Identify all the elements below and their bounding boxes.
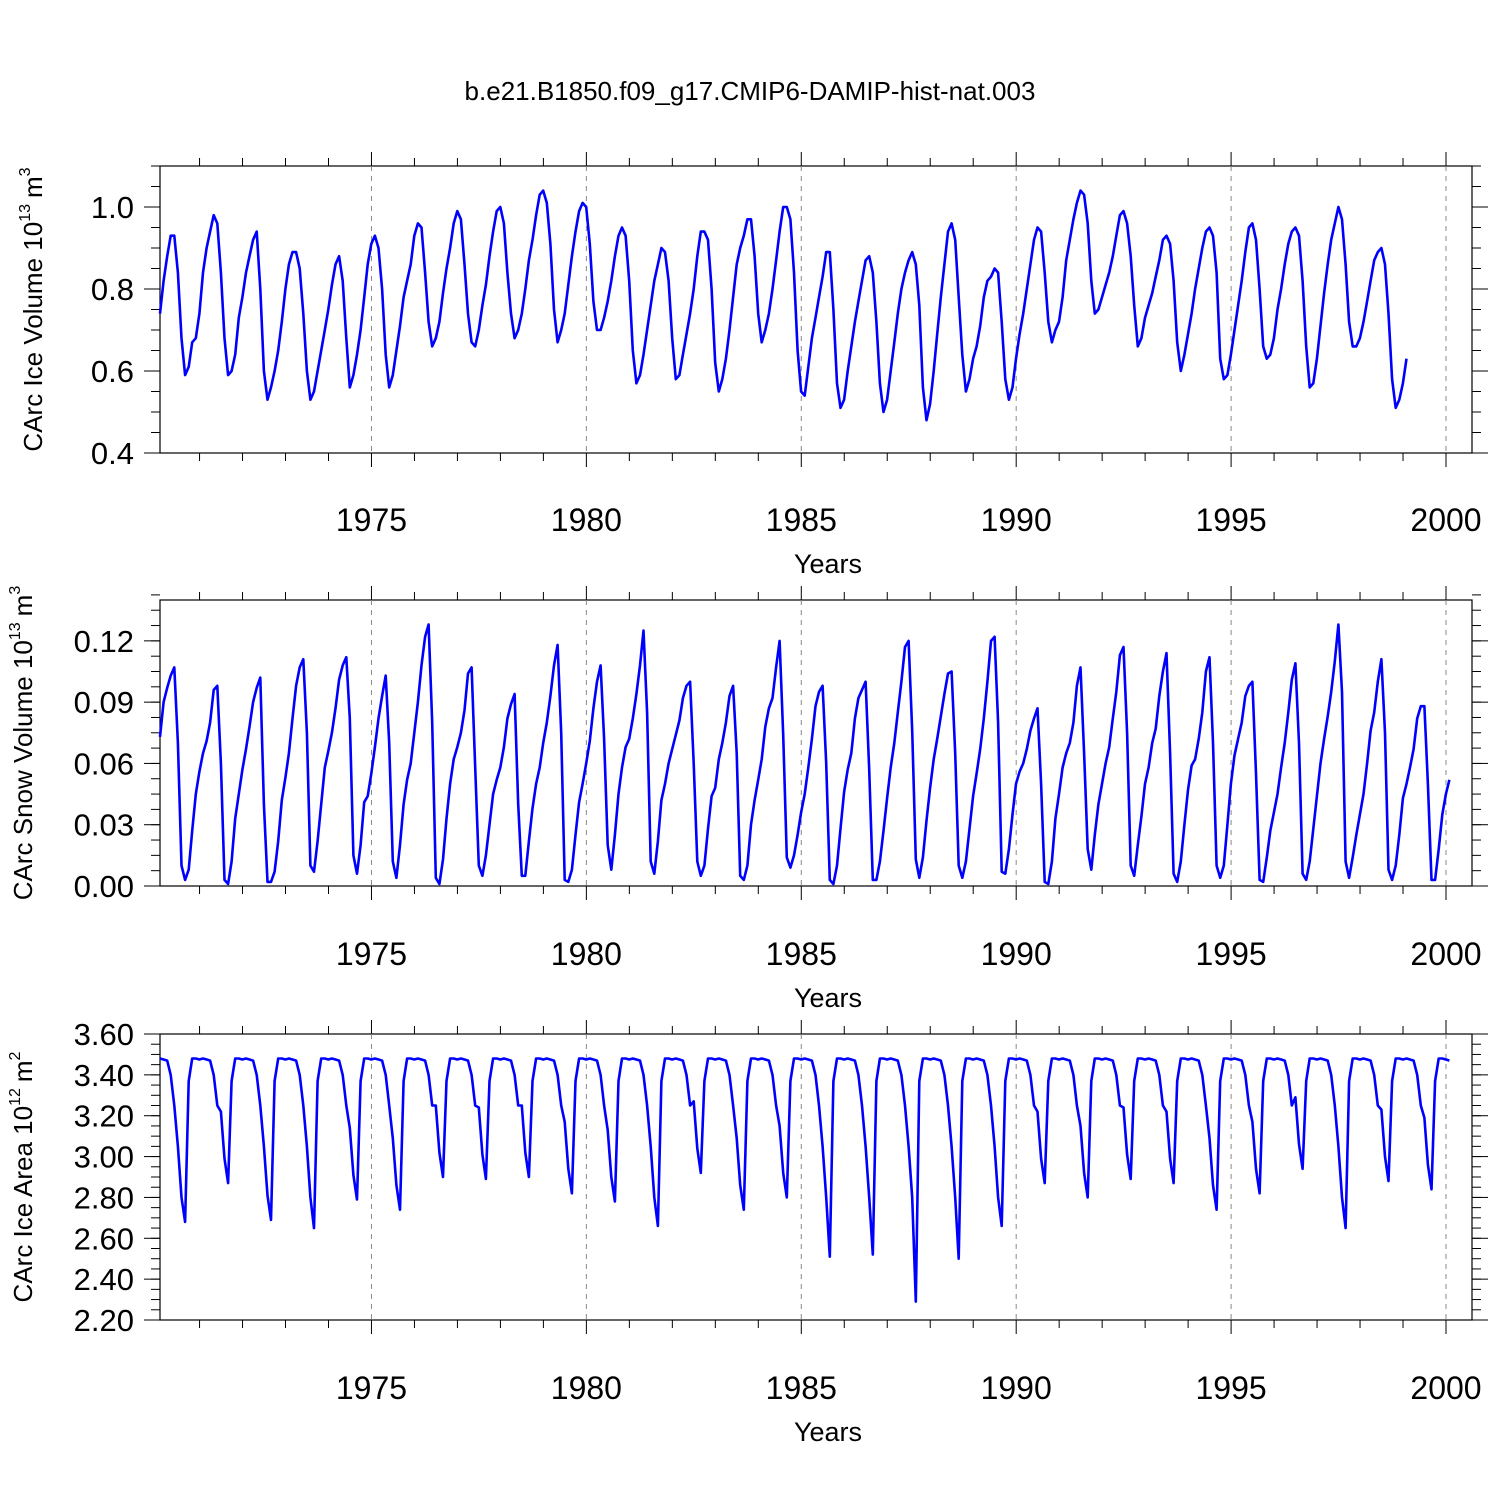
y-axis-title-main: CArc Ice Area 10 (8, 1106, 38, 1303)
x-tick-label: 1975 (336, 936, 407, 972)
series-line-carc-snow-volume (158, 623, 1451, 886)
x-tick-label: 1995 (1195, 936, 1266, 972)
y-axis-title-unit-exponent: 3 (17, 167, 34, 176)
y-tick-label: 0.09 (74, 685, 134, 720)
x-tick-label: 2000 (1410, 1370, 1481, 1406)
x-tick-label: 1975 (336, 502, 407, 538)
x-tick-label: 1980 (551, 936, 622, 972)
y-axis-title: CArc Ice Area 1012 m2 (7, 1051, 38, 1302)
x-tick-label: 2000 (1410, 502, 1481, 538)
y-tick-label: 3.00 (74, 1140, 134, 1175)
y-axis-title-exponent: 13 (17, 204, 34, 222)
y-tick-label: 1.0 (91, 190, 134, 225)
x-tick-label: 1985 (766, 502, 837, 538)
y-tick-label: 3.20 (74, 1099, 134, 1134)
y-tick-label: 0.4 (91, 436, 134, 471)
y-tick-label: 2.20 (74, 1303, 134, 1338)
plot-frame (159, 599, 1473, 887)
x-axis-title: Years (794, 1417, 862, 1447)
y-axis-title-unit: m (18, 176, 48, 198)
x-tick-label: 2000 (1410, 936, 1481, 972)
x-tick-label: 1990 (981, 936, 1052, 972)
x-tick-label: 1980 (551, 502, 622, 538)
x-axis-title: Years (794, 549, 862, 579)
y-tick-label: 0.6 (91, 354, 134, 389)
y-axis-title: CArc Ice Volume 1013 m3 (17, 167, 48, 451)
y-axis-title-main: CArc Ice Volume 10 (18, 222, 48, 452)
x-tick-label: 1995 (1195, 1370, 1266, 1406)
y-tick-label: 0.8 (91, 272, 134, 307)
x-tick-label: 1980 (551, 1370, 622, 1406)
y-tick-label: 0.06 (74, 746, 134, 781)
chart-panel-3: 1975 1980 1985 1990 1995 2000 Years 2.20 2.40 2.6… (7, 1017, 1488, 1447)
x-axis-title: Years (794, 983, 862, 1013)
y-axis-title-unit: m (8, 1060, 38, 1082)
series-line-carc-ice-volume (158, 189, 1408, 422)
y-axis-title-unit-exponent: 3 (7, 586, 24, 595)
y-tick-label: 2.40 (74, 1262, 134, 1297)
y-tick-label: 0.00 (74, 869, 134, 904)
series-line-carc-ice-area (159, 1057, 1450, 1303)
y-tick-label: 2.80 (74, 1180, 134, 1215)
y-axis-title: CArc Snow Volume 1013 m3 (7, 586, 38, 901)
x-tick-label: 1975 (336, 1370, 407, 1406)
chart-panel-1: 1975 1980 1985 1990 1995 2000 Years 0.4 0.6 0.8 1.… (17, 152, 1488, 579)
x-tick-label: 1990 (981, 502, 1052, 538)
figure-title: b.e21.B1850.f09_g17.CMIP6-DAMIP-hist-nat… (464, 76, 1036, 106)
y-axis-title-exponent: 13 (7, 622, 24, 640)
y-tick-label: 3.40 (74, 1058, 134, 1093)
x-tick-label: 1990 (981, 1370, 1052, 1406)
y-tick-label: 0.03 (74, 808, 134, 843)
x-tick-label: 1995 (1195, 502, 1266, 538)
y-axis-title-main: CArc Snow Volume 10 (8, 640, 38, 900)
y-tick-label: 2.60 (74, 1221, 134, 1256)
x-tick-label: 1985 (766, 1370, 837, 1406)
y-axis-title-unit: m (8, 595, 38, 617)
y-axis-title-unit-exponent: 2 (7, 1051, 24, 1060)
y-axis-title-exponent: 12 (7, 1088, 24, 1106)
y-tick-label: 0.12 (74, 624, 134, 659)
chart-panel-2: 1975 1980 1985 1990 1995 2000 Years 0.00 0.03 0.0… (7, 586, 1488, 1013)
y-tick-label: 3.60 (74, 1017, 134, 1052)
x-tick-label: 1985 (766, 936, 837, 972)
